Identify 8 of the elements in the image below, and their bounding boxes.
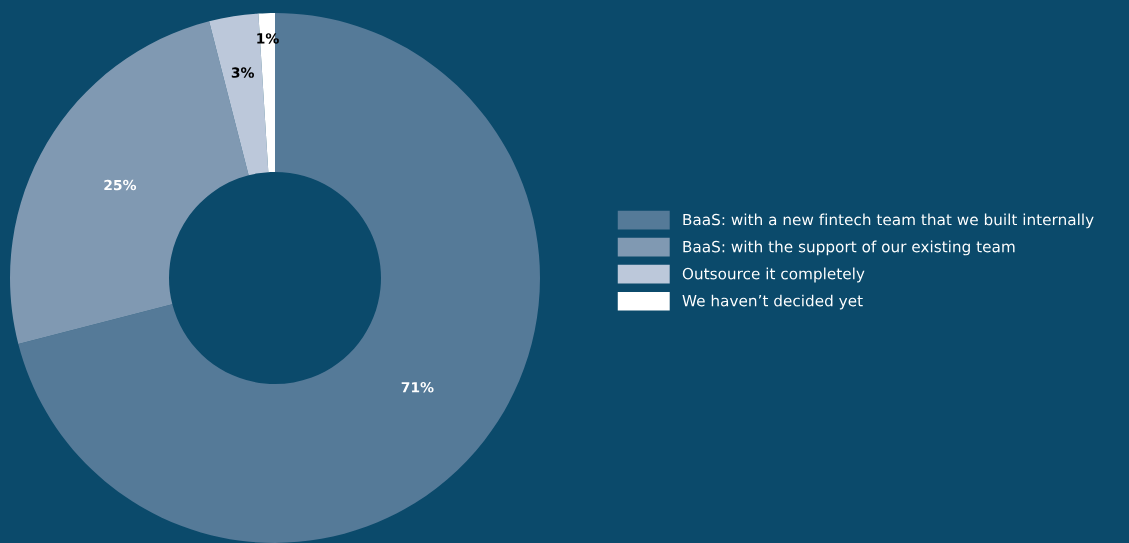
legend-label: BaaS: with the support of our existing team bbox=[683, 240, 1015, 256]
legend-label: We haven’t decided yet bbox=[682, 294, 863, 310]
legend-label: Outsource it completely bbox=[682, 267, 865, 283]
donut-slice bbox=[18, 13, 540, 543]
data-label: 3% bbox=[231, 67, 255, 78]
legend-label: BaaS: with a new fintech team that we built internally bbox=[683, 213, 1094, 229]
data-label: 25% bbox=[104, 179, 137, 191]
data-label: 71% bbox=[401, 381, 434, 393]
